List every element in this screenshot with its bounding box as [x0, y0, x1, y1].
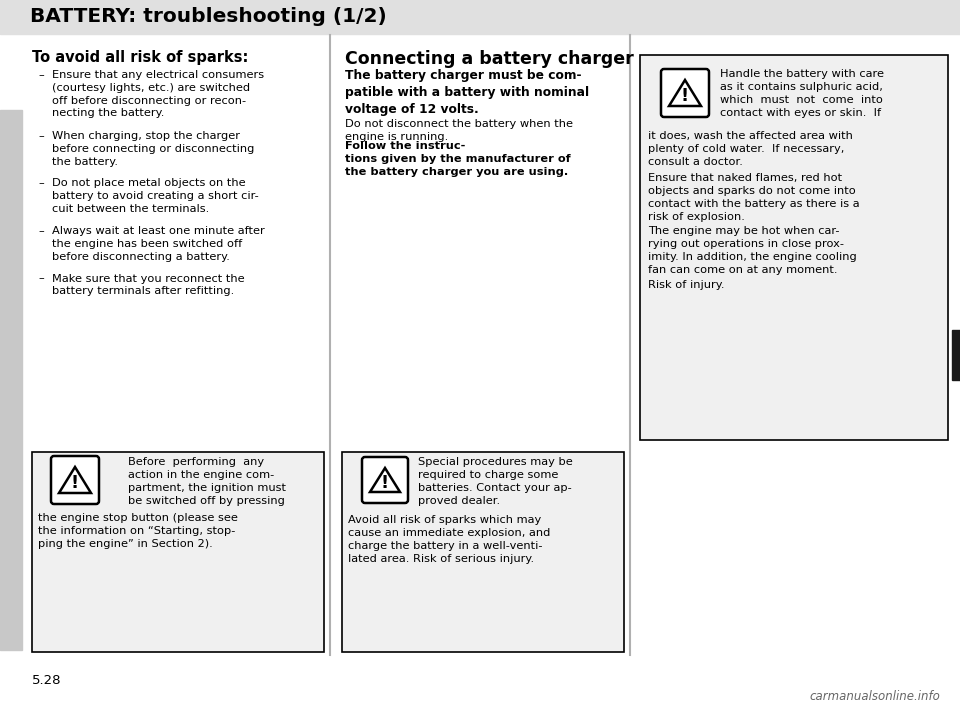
Text: Connecting a battery charger: Connecting a battery charger [345, 50, 634, 68]
Text: it does, wash the affected area with
plenty of cold water.  If necessary,
consul: it does, wash the affected area with ple… [648, 131, 852, 167]
FancyBboxPatch shape [661, 69, 709, 117]
Text: When charging, stop the charger
before connecting or disconnecting
the battery.: When charging, stop the charger before c… [52, 131, 254, 167]
Bar [952, 330, 960, 380]
Text: The engine may be hot when car-
rying out operations in close prox-
imity. In ad: The engine may be hot when car- rying ou… [648, 226, 856, 275]
FancyBboxPatch shape [362, 457, 408, 503]
Text: 5.28: 5.28 [32, 674, 61, 687]
Bar [640, 55, 948, 440]
Text: –: – [38, 226, 44, 236]
Text: !: ! [71, 474, 79, 492]
Text: Avoid all risk of sparks which may
cause an immediate explosion, and
charge the : Avoid all risk of sparks which may cause… [348, 515, 550, 564]
Bar [0, 0, 960, 34]
Polygon shape [669, 80, 701, 106]
Text: –: – [38, 178, 44, 188]
Text: Always wait at least one minute after
the engine has been switched off
before di: Always wait at least one minute after th… [52, 226, 265, 261]
Text: Do not place metal objects on the
battery to avoid creating a short cir-
cuit be: Do not place metal objects on the batter… [52, 178, 259, 214]
Polygon shape [370, 468, 400, 492]
FancyBboxPatch shape [51, 456, 99, 504]
Text: –: – [38, 131, 44, 141]
Text: Before  performing  any
action in the engine com-
partment, the ignition must
be: Before performing any action in the engi… [128, 457, 286, 506]
Text: –: – [38, 273, 44, 283]
Bar [342, 452, 624, 652]
Text: Do not disconnect the battery when the
engine is running.: Do not disconnect the battery when the e… [345, 119, 573, 142]
Text: The battery charger must be com-
patible with a battery with nominal
voltage of : The battery charger must be com- patible… [345, 69, 589, 116]
Text: –: – [38, 70, 44, 80]
Text: carmanualsonline.info: carmanualsonline.info [809, 689, 940, 702]
Text: !: ! [681, 87, 689, 105]
Text: !: ! [381, 474, 389, 492]
Text: the engine stop button (please see
the information on “Starting, stop-
ping the : the engine stop button (please see the i… [38, 513, 238, 549]
Text: Special procedures may be
required to charge some
batteries. Contact your ap-
pr: Special procedures may be required to ch… [418, 457, 573, 506]
Text: To avoid all risk of sparks:: To avoid all risk of sparks: [32, 50, 249, 65]
Text: Follow the instruc-
tions given by the manufacturer of
the battery charger you a: Follow the instruc- tions given by the m… [345, 141, 570, 178]
Bar [32, 452, 324, 652]
Bar [0, 110, 22, 650]
Text: Ensure that naked flames, red hot
objects and sparks do not come into
contact wi: Ensure that naked flames, red hot object… [648, 173, 859, 222]
Text: Handle the battery with care
as it contains sulphuric acid,
which  must  not  co: Handle the battery with care as it conta… [720, 69, 884, 118]
Text: Make sure that you reconnect the
battery terminals after refitting.: Make sure that you reconnect the battery… [52, 273, 245, 296]
Text: BATTERY: troubleshooting (1/2): BATTERY: troubleshooting (1/2) [30, 8, 387, 26]
Text: Ensure that any electrical consumers
(courtesy lights, etc.) are switched
off be: Ensure that any electrical consumers (co… [52, 70, 264, 119]
Polygon shape [59, 467, 91, 493]
Text: Risk of injury.: Risk of injury. [648, 280, 725, 290]
